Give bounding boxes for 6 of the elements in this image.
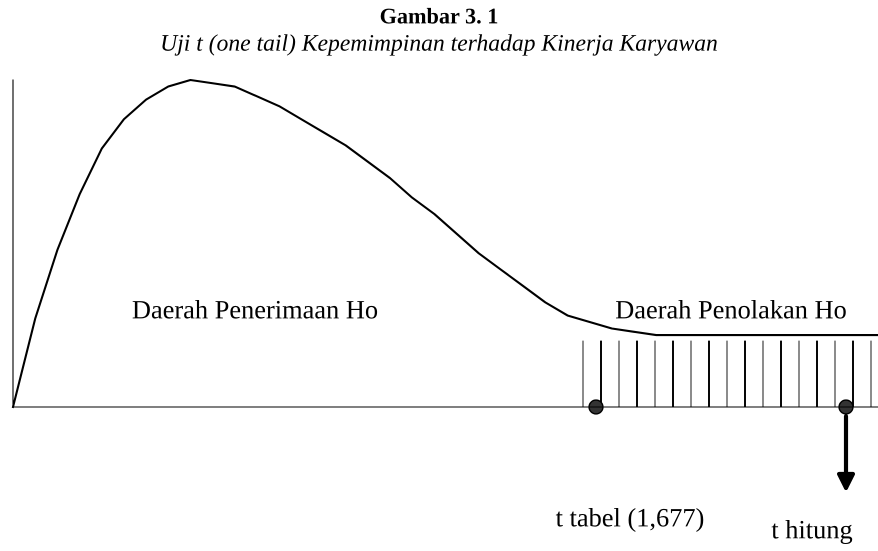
text: t hitung [772, 520, 852, 544]
chart-title: Gambar 3. 1 [380, 8, 498, 24]
annotation: Daerah Penerimaan Ho [132, 300, 378, 319]
text: t tabel (1,677) [556, 508, 704, 532]
annotation: Daerah Penolakan Ho [616, 300, 846, 319]
chart-subtitle: Uji t (one tail) Kepemimpinan terhadap Kinerja Karyawan [162, 34, 717, 56]
